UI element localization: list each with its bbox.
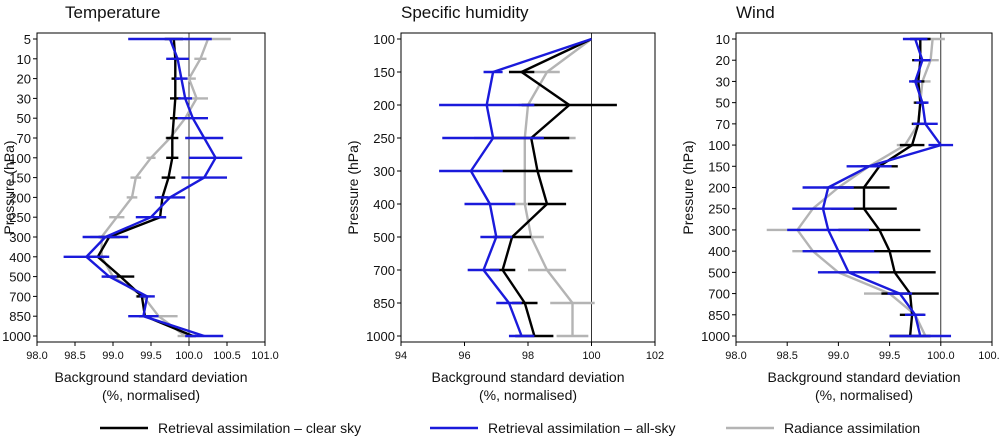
y-tick-label: 30: [716, 74, 730, 89]
legend: Retrieval assimilation – clear sky Retrie…: [100, 420, 920, 436]
series-all-sky: [63, 37, 243, 338]
series-line-radiance: [523, 38, 593, 336]
y-tick-label: 1000: [701, 329, 730, 344]
series-all-sky: [439, 37, 592, 338]
y-tick-label: 5: [24, 32, 31, 47]
y-tick-label: 500: [708, 265, 730, 280]
series-line-clear-sky: [96, 38, 194, 338]
y-tick-label: 300: [708, 223, 730, 238]
x-tick-label: 98.0: [26, 350, 47, 362]
y-tick-label: 400: [373, 197, 395, 212]
series-clear-sky: [88, 37, 196, 338]
x-tick-label: 102: [646, 350, 664, 362]
y-tick-label: 50: [17, 111, 31, 126]
x-tick-label: 101.0: [251, 350, 279, 362]
x-axis-label: Background standard deviation: [431, 369, 624, 385]
y-tick-label: 100: [708, 138, 730, 153]
x-axis-label-units: (%, normalised): [102, 387, 200, 403]
x-axis-label-units: (%, normalised): [479, 387, 577, 403]
series-all-sky: [787, 37, 954, 338]
y-tick-label: 20: [17, 72, 31, 87]
series-clear-sky: [489, 37, 617, 338]
legend-label: Radiance assimilation: [784, 420, 920, 436]
x-tick-label: 98.5: [64, 350, 85, 362]
legend-label: Retrieval assimilation – all-sky: [488, 420, 676, 436]
legend-label: Retrieval assimilation – clear sky: [158, 420, 361, 436]
x-tick-label: 98.5: [776, 350, 797, 362]
legend-item-all-sky: Retrieval assimilation – all-sky: [430, 420, 676, 436]
series-line-all-sky: [469, 37, 592, 337]
y-tick-label: 250: [708, 202, 730, 217]
x-axis-label: Background standard deviation: [54, 369, 247, 385]
y-tick-label: 150: [708, 159, 730, 174]
x-tick-label: 96: [458, 350, 470, 362]
x-axis-label-units: (%, normalised): [815, 387, 913, 403]
panel-title: Specific humidity: [401, 3, 529, 22]
y-tick-label: 20: [716, 53, 730, 68]
y-tick-label: 500: [9, 270, 31, 285]
panel-3: Wind 98.0 98.5 99.0 99.5 100.0 100.5 10 20 30 50 70…: [680, 3, 1000, 403]
legend-item-radiance: Radiance assimilation: [726, 420, 920, 436]
y-tick-label: 70: [716, 117, 730, 132]
x-tick-label: 98.0: [725, 350, 746, 362]
y-tick-label: 100: [373, 32, 395, 47]
x-tick-label: 99.5: [879, 350, 900, 362]
series-radiance: [90, 37, 231, 338]
series-radiance: [474, 38, 595, 338]
x-tick-label: 94: [395, 350, 407, 362]
x-tick-label: 100.5: [978, 350, 1000, 362]
y-tick-label: 250: [9, 210, 31, 225]
y-tick-label: 700: [708, 287, 730, 302]
y-tick-label: 70: [17, 131, 31, 146]
x-tick-label: 99.0: [102, 350, 123, 362]
y-axis-label: Pressure (hPa): [680, 140, 696, 234]
y-axis-label: Pressure (hPa): [1, 140, 17, 234]
y-tick-label: 30: [17, 91, 31, 106]
y-tick-label: 850: [373, 296, 395, 311]
x-tick-label: 99.0: [828, 350, 849, 362]
y-tick-label: 400: [708, 244, 730, 259]
panel-2: Specific humidity 94 96 98 100 102 100 150 200 25…: [345, 3, 664, 403]
x-tick-label: 100.0: [175, 350, 203, 362]
x-tick-label: 100.0: [927, 350, 955, 362]
y-tick-label: 1000: [366, 329, 395, 344]
y-tick-label: 700: [373, 263, 395, 278]
x-tick-label: 98: [522, 350, 534, 362]
y-tick-label: 50: [716, 96, 730, 111]
y-tick-label: 150: [373, 65, 395, 80]
series-line-clear-sky: [501, 37, 593, 337]
y-tick-label: 1000: [2, 329, 31, 344]
y-tick-label: 850: [708, 308, 730, 323]
y-tick-label: 10: [716, 32, 730, 47]
y-tick-label: 850: [9, 309, 31, 324]
panel-title: Wind: [736, 3, 775, 22]
y-tick-label: 200: [9, 190, 31, 205]
x-tick-label: 99.5: [140, 350, 161, 362]
y-tick-label: 150: [9, 171, 31, 186]
panel-title: Temperature: [65, 3, 160, 22]
y-tick-label: 400: [9, 250, 31, 265]
x-axis-label: Background standard deviation: [767, 369, 960, 385]
y-tick-label: 300: [9, 230, 31, 245]
series-line-radiance: [100, 38, 210, 337]
y-axis-label: Pressure (hPa): [345, 140, 361, 234]
y-tick-label: 100: [9, 151, 31, 166]
y-tick-label: 200: [373, 98, 395, 113]
series-line-all-sky: [85, 38, 217, 338]
legend-item-clear-sky: Retrieval assimilation – clear sky: [100, 420, 361, 436]
y-tick-label: 500: [373, 230, 395, 245]
y-tick-label: 250: [373, 131, 395, 146]
y-tick-label: 200: [708, 181, 730, 196]
y-tick-label: 700: [9, 289, 31, 304]
x-tick-label: 100.5: [213, 350, 241, 362]
y-tick-label: 300: [373, 164, 395, 179]
y-tick-label: 10: [17, 52, 31, 67]
plot-frame: [400, 32, 656, 343]
x-tick-label: 100: [582, 350, 600, 362]
